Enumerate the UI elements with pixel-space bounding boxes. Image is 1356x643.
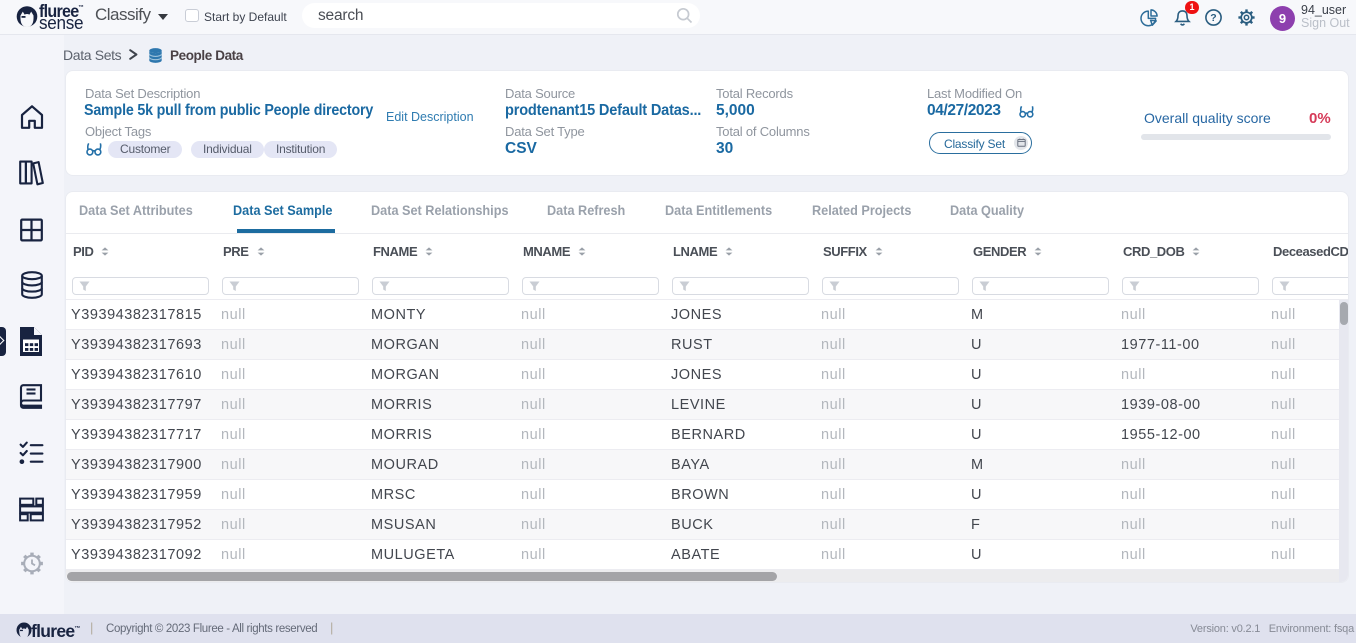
svg-text:?: ?: [1210, 12, 1216, 24]
